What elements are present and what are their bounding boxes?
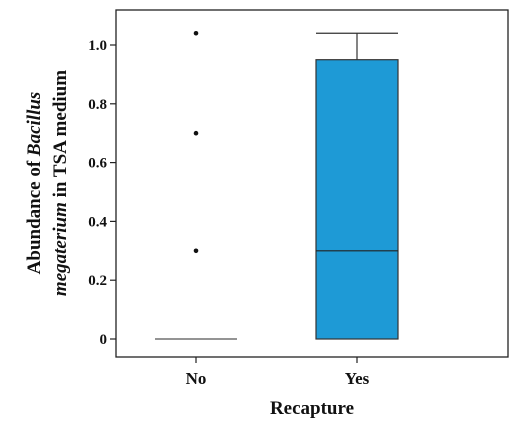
outlier-point	[193, 30, 199, 36]
x-axis-title: Recapture	[270, 398, 354, 419]
y-axis-ticks: 0 0.2 0.4 0.6 0.8 1.0	[88, 38, 116, 348]
plot-frame	[115, 9, 509, 358]
y-axis-title-line2-a: megaterium	[50, 202, 71, 296]
y-axis-title: Abundance of Bacillus megaterium in TSA …	[24, 70, 71, 296]
y-axis-title-line1-a: Abundance of	[24, 156, 45, 274]
x-category-label: Yes	[345, 369, 370, 388]
box-iqr	[315, 59, 399, 340]
svg-text:megaterium in TSA medium: megaterium in TSA medium	[50, 70, 71, 296]
y-axis-title-line2-b: in TSA medium	[50, 70, 71, 202]
outlier-point	[193, 248, 199, 254]
y-tick-label: 0.4	[88, 214, 107, 230]
y-tick-label: 0.2	[88, 273, 107, 289]
boxes	[155, 30, 399, 340]
y-tick-label: 1.0	[88, 38, 107, 54]
y-tick-label: 0.8	[88, 97, 107, 113]
x-axis-category-labels: No Yes	[186, 357, 370, 388]
y-tick-label: 0	[100, 332, 108, 348]
x-category-label: No	[186, 369, 207, 388]
y-axis-title-line1-b: Bacillus	[24, 92, 45, 157]
svg-text:Abundance of Bacillus: Abundance of Bacillus	[24, 92, 45, 275]
outlier-point	[193, 130, 199, 136]
y-tick-label: 0.6	[88, 156, 107, 172]
